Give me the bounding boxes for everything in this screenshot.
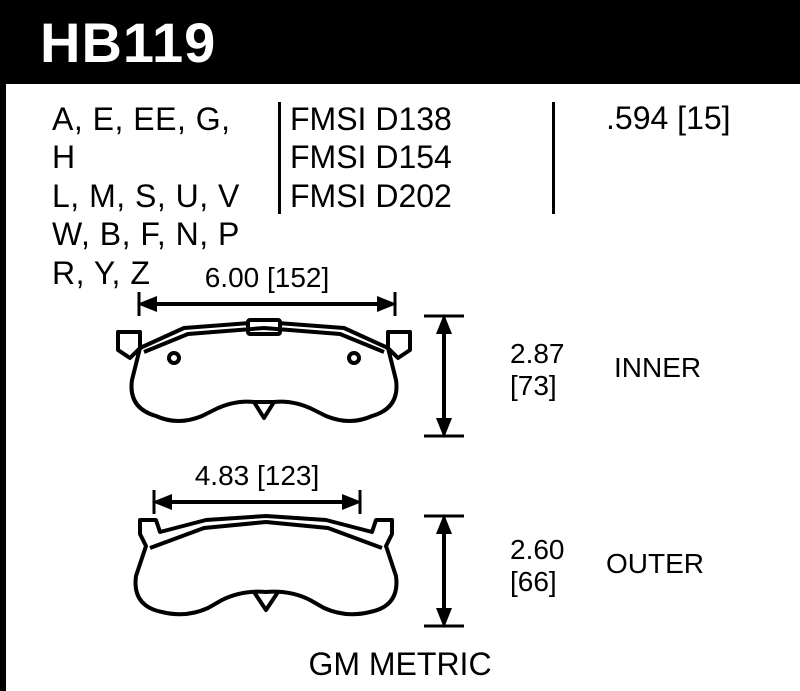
spec-area: A, E, EE, G, H L, M, S, U, V W, B, F, N,… bbox=[0, 100, 800, 260]
inner-label: INNER bbox=[614, 352, 701, 384]
inner-height-dim bbox=[424, 314, 504, 438]
inner-width-arrow bbox=[137, 292, 397, 316]
outer-width-arrow bbox=[152, 490, 362, 514]
divider bbox=[278, 102, 281, 214]
diagram-area: 6.00 [152] bbox=[0, 262, 800, 631]
footer-label: GM METRIC bbox=[0, 646, 800, 683]
fmsi-line: FMSI D154 bbox=[290, 138, 500, 176]
page: HB119 A, E, EE, G, H L, M, S, U, V W, B,… bbox=[0, 0, 800, 691]
outer-width-value: 4.83 [123] bbox=[142, 460, 372, 492]
inner-pad-icon bbox=[114, 318, 414, 438]
outer-label: OUTER bbox=[606, 548, 704, 580]
inner-width-value: 6.00 [152] bbox=[125, 262, 409, 294]
outer-height-value: 2.60 [66] bbox=[510, 534, 565, 598]
inner-height-value: 2.87 [73] bbox=[510, 338, 565, 402]
fmsi-codes: FMSI D138 FMSI D154 FMSI D202 bbox=[290, 100, 500, 215]
outer-width-dim: 4.83 [123] bbox=[142, 460, 372, 514]
part-number: HB119 bbox=[40, 10, 216, 75]
codes-line: L, M, S, U, V bbox=[52, 177, 262, 215]
fmsi-line: FMSI D202 bbox=[290, 177, 500, 215]
inner-height-arrow bbox=[424, 314, 464, 438]
outer-pad-icon bbox=[126, 514, 406, 630]
inner-width-dim: 6.00 [152] bbox=[125, 262, 409, 316]
codes-line: A, E, EE, G, H bbox=[52, 100, 262, 177]
divider bbox=[552, 102, 555, 214]
thickness-spec: .594 [15] bbox=[606, 100, 731, 137]
outer-height-dim bbox=[424, 514, 504, 628]
outer-height-arrow bbox=[424, 514, 464, 628]
title-bar: HB119 bbox=[0, 0, 800, 84]
fmsi-line: FMSI D138 bbox=[290, 100, 500, 138]
codes-line: W, B, F, N, P bbox=[52, 215, 262, 253]
